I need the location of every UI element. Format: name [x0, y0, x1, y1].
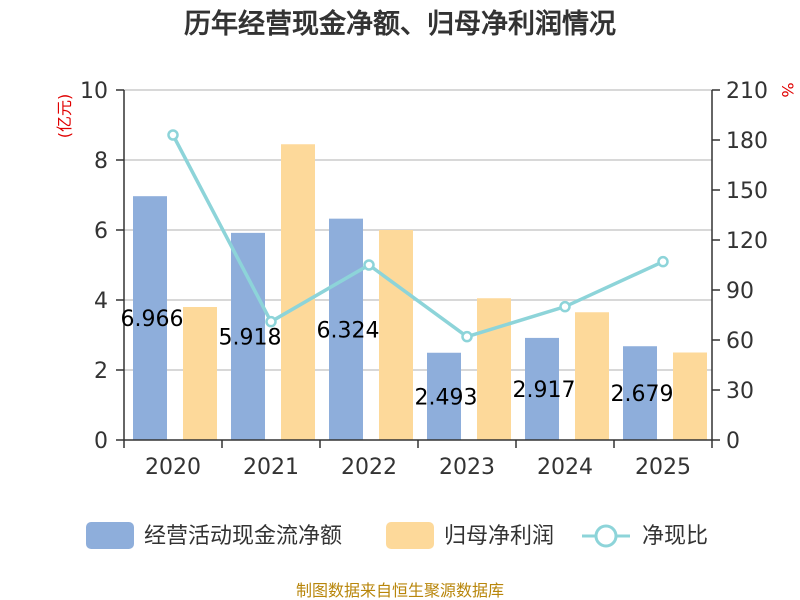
data-label-cashflow-2020: 6.966 — [121, 307, 184, 332]
left-tick-label: 4 — [94, 289, 108, 314]
ratio-point-2020 — [167, 129, 179, 141]
bar-cashflow-2024 — [525, 337, 559, 440]
data-label-cashflow-2025: 2.679 — [611, 382, 674, 407]
ratio-point-2022 — [363, 259, 375, 271]
legend-swatch-net-profit — [386, 522, 434, 549]
legend-swatch-cashflow — [86, 522, 134, 549]
bars — [133, 144, 707, 440]
left-tick-label: 2 — [94, 359, 108, 384]
left-tick-label: 6 — [94, 219, 108, 244]
right-tick-label: 210 — [726, 79, 768, 104]
left-tick-label: 10 — [80, 79, 108, 104]
bar-cashflow-2025 — [623, 346, 657, 440]
ratio-point-2021 — [265, 315, 277, 328]
x-tick-label: 2021 — [243, 455, 299, 480]
right-tick-label: 180 — [726, 129, 768, 154]
left-axis-unit: (亿元) — [55, 94, 74, 139]
right-tick-label: 90 — [726, 279, 754, 304]
left-tick-label: 0 — [94, 429, 108, 454]
right-axis-unit: % — [778, 82, 797, 97]
right-tick-label: 0 — [726, 429, 740, 454]
data-label-cashflow-2024: 2.917 — [513, 378, 576, 403]
data-labels: 6.966 5.918 6.324 2.493 2.917 2.679 — [121, 307, 674, 410]
chart-title: 历年经营现金净额、归母净利润情况 — [184, 8, 616, 40]
bar-net-profit-2025 — [673, 352, 707, 440]
ratio-line — [167, 129, 669, 343]
legend: 经营活动现金流净额 归母净利润 净现比 — [86, 522, 708, 549]
right-tick-label: 60 — [726, 329, 754, 354]
right-tick-label: 120 — [726, 229, 768, 254]
axes: 0 2 4 6 8 10 0 30 60 90 120 150 180 210 2020 2021 2022 20… — [80, 79, 768, 480]
x-tick-label: 2023 — [439, 455, 495, 480]
right-tick-label: 150 — [726, 179, 768, 204]
bar-net-profit-2024 — [575, 312, 609, 440]
data-label-cashflow-2023: 2.493 — [415, 385, 478, 410]
legend-label-ratio: 净现比 — [642, 524, 708, 549]
bar-cashflow-2020 — [133, 196, 167, 440]
data-source-note: 制图数据来自恒生聚源数据库 — [296, 581, 504, 600]
x-tick-label: 2020 — [145, 455, 201, 480]
bar-cashflow-2021 — [231, 232, 265, 440]
ratio-point-2025 — [657, 255, 669, 268]
bar-cashflow-2022 — [329, 218, 363, 440]
legend-label-net-profit: 归母净利润 — [444, 524, 554, 549]
legend-label-cashflow: 经营活动现金流净额 — [144, 524, 342, 549]
x-tick-label: 2022 — [341, 455, 397, 480]
x-tick-label: 2024 — [537, 455, 593, 480]
left-tick-label: 8 — [94, 149, 108, 174]
legend-swatch-ratio-marker — [594, 524, 618, 548]
right-tick-label: 30 — [726, 379, 754, 404]
ratio-line-path — [171, 134, 664, 339]
data-label-cashflow-2021: 5.918 — [219, 325, 282, 350]
ratio-point-2023 — [461, 330, 473, 343]
x-tick-label: 2025 — [635, 455, 691, 480]
bar-net-profit-2021 — [281, 144, 315, 440]
ratio-point-2024 — [559, 300, 571, 313]
bar-cashflow-2023 — [427, 352, 461, 440]
bar-net-profit-2023 — [477, 298, 511, 440]
data-label-cashflow-2022: 6.324 — [317, 318, 380, 343]
bar-net-profit-2020 — [183, 307, 217, 440]
bar-net-profit-2022 — [379, 230, 413, 440]
